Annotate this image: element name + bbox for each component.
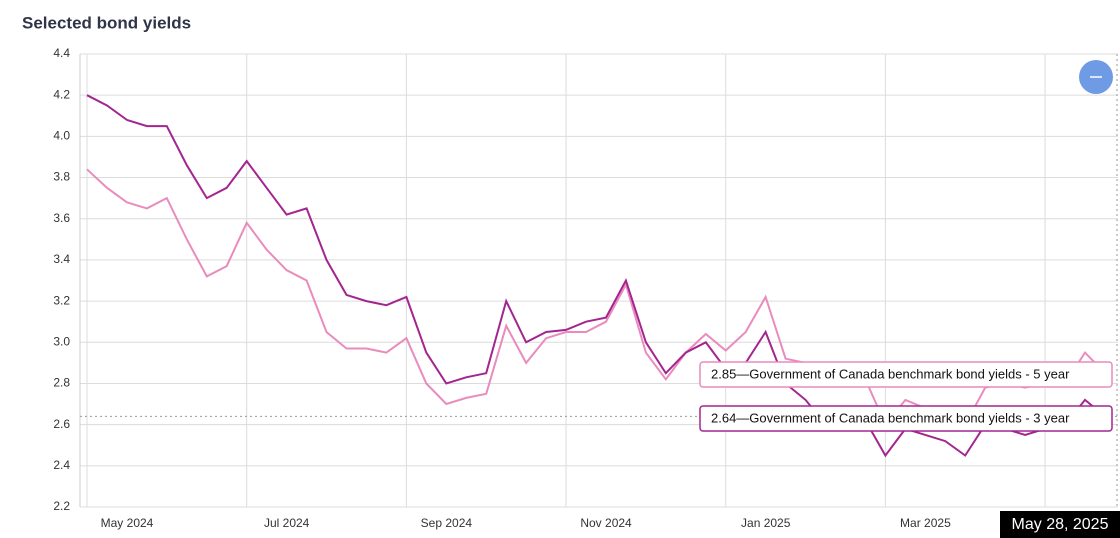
x-tick-label: Jul 2024 xyxy=(264,516,310,530)
y-tick-label: 4.4 xyxy=(53,46,70,60)
y-tick-label: 2.6 xyxy=(53,417,70,431)
date-badge xyxy=(1000,511,1120,538)
x-tick-label: Mar 2025 xyxy=(900,516,951,530)
y-tick-label: 3.2 xyxy=(53,293,70,307)
y-tick-label: 2.4 xyxy=(53,458,70,472)
x-tick-label: Sep 2024 xyxy=(421,516,473,530)
tooltip-text: 2.85—Government of Canada benchmark bond… xyxy=(711,366,1070,381)
y-tick-label: 3.8 xyxy=(53,170,70,184)
y-tick-label: 4.0 xyxy=(53,129,70,143)
grid: 2.2 2.4 2.6 2.8 3.0 3.2 3.4 3.6 3.8 4.0 4.2 4.4 May … xyxy=(53,46,1118,530)
x-tick-label: Jan 2025 xyxy=(741,516,791,530)
date-label: May 28, 2025 xyxy=(1012,516,1109,533)
y-tick-label: 2.2 xyxy=(53,499,70,513)
overlay: May 28, 2025 2.85—Government of Canada be… xyxy=(80,54,1120,538)
tooltip-box xyxy=(699,405,1113,432)
y-tick-label: 3.4 xyxy=(53,252,70,266)
lines xyxy=(86,94,1106,458)
chart-title: Selected bond yields xyxy=(22,13,191,32)
y-tick-label: 2.8 xyxy=(53,376,70,390)
x-tick-label: Nov 2024 xyxy=(580,516,632,530)
y-tick-label: 3.6 xyxy=(53,211,70,225)
tooltip-box xyxy=(699,361,1113,388)
collapse-button[interactable] xyxy=(1079,60,1113,94)
y-tick-label: 3.0 xyxy=(53,334,70,348)
tooltip-text: 2.64—Government of Canada benchmark bond… xyxy=(711,410,1070,425)
x-tick-label: May 2024 xyxy=(101,516,154,530)
y-tick-label: 4.2 xyxy=(53,87,70,101)
series-line xyxy=(86,94,1106,458)
